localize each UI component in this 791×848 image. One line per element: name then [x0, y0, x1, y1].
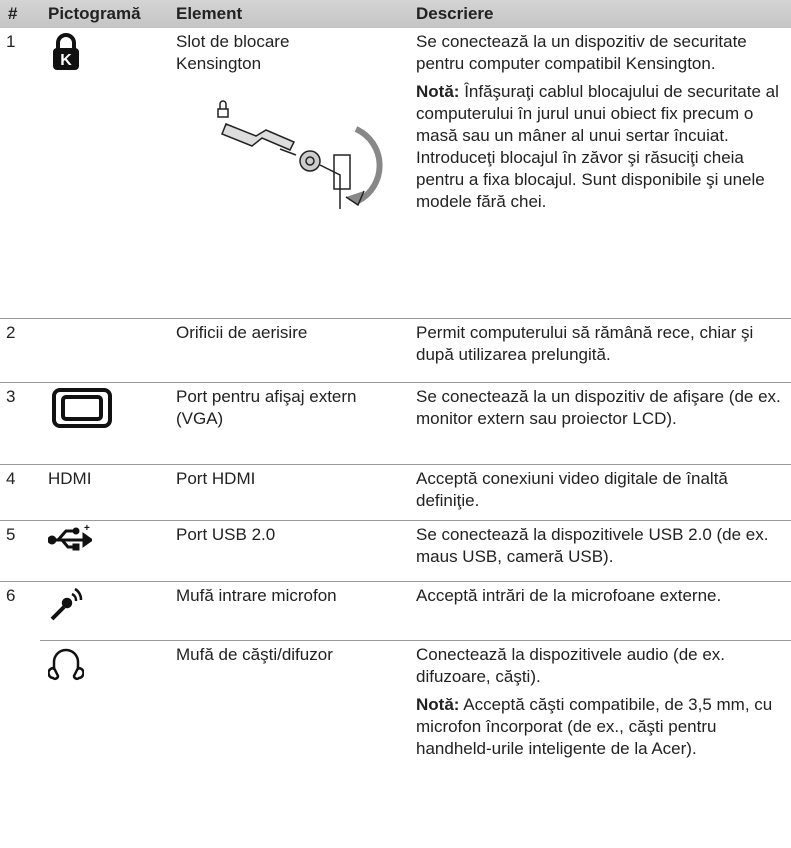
icon-cell: K	[40, 28, 168, 319]
kensington-icon: K	[53, 33, 79, 70]
number: 6	[6, 585, 16, 605]
number: 3	[0, 382, 40, 465]
row: 2 Orificii de aerisire Permit computerul…	[0, 318, 791, 383]
description: Permit computerului să rămână rece, chia…	[416, 322, 754, 364]
icon-cell	[40, 581, 168, 641]
icon-cell	[40, 640, 168, 848]
element: Port HDMI	[176, 468, 256, 488]
number: 2	[0, 318, 40, 383]
header-row: # Pictogramă Element Descriere	[0, 0, 791, 28]
row: 1 K Slot de blocare Kensington Se conect…	[0, 28, 791, 319]
description-cell: Se conectează la dispozitivele USB 2.0 (…	[408, 520, 791, 582]
note-text: Înfăşuraţi cablul blocajului de securita…	[416, 82, 779, 211]
note-label: Notă:	[416, 694, 460, 714]
number: 5	[0, 520, 40, 582]
description-cell: Se conectează la un dispozitiv de securi…	[408, 28, 791, 319]
icon-cell: HDMI	[40, 464, 168, 521]
element-cell: Orificii de aerisire	[168, 318, 408, 383]
row: Mufă de căşti/difuzor Conectează la disp…	[0, 640, 791, 848]
element-cell: Slot de blocare Kensington	[168, 28, 408, 319]
number: 4	[0, 464, 40, 521]
header-cell: Element	[168, 0, 408, 28]
row: 3 Port pentru afişaj extern (VGA) Se con…	[0, 382, 791, 465]
element-cell: Port HDMI	[168, 464, 408, 521]
header-cell: #	[0, 0, 40, 28]
note-text: Acceptă căşti compatibile, de 3,5 mm, cu…	[416, 694, 773, 758]
icon-cell: +	[40, 520, 168, 582]
svg-text:K: K	[60, 52, 72, 69]
description-cell: Acceptă conexiuni video digitale de înal…	[408, 464, 791, 521]
description-cell: Permit computerului să rămână rece, chia…	[408, 318, 791, 383]
icon-cell	[40, 318, 168, 383]
row: 5 + Port USB 2.0 Se conectează la dispoz…	[0, 520, 791, 582]
description-cell: Acceptă intrări de la microfoane externe…	[408, 581, 791, 641]
number: 1	[0, 28, 40, 319]
row: 4 HDMI Port HDMI Acceptă conexiuni video…	[0, 464, 791, 521]
element: Port USB 2.0	[176, 524, 276, 544]
element-cell: Port pentru afişaj extern (VGA)	[168, 382, 408, 465]
note: Notă: Acceptă căşti compatibile, de 3,5 …	[416, 694, 783, 760]
description: Acceptă conexiuni video digitale de înal…	[416, 468, 728, 510]
usb-icon: +	[48, 524, 92, 550]
element: Slot de blocare Kensington	[176, 32, 290, 73]
number	[0, 640, 40, 848]
description-cell: Conectează la dispozitivele audio (de ex…	[408, 640, 791, 848]
description: Se conectează la un dispozitiv de securi…	[416, 32, 747, 73]
headphones-icon	[48, 648, 84, 680]
microphone-icon	[50, 587, 83, 620]
header-cell: Pictogramă	[40, 0, 168, 28]
description: Se conectează la un dispozitiv de afişar…	[416, 386, 781, 428]
icon-cell	[40, 382, 168, 465]
vga-icon	[52, 387, 112, 428]
description: Acceptă intrări de la microfoane externe…	[416, 585, 722, 605]
note-label: Notă:	[416, 82, 460, 101]
row: 6 Mufă intrare microfon Acceptă intrări …	[0, 581, 791, 641]
lock-illustration	[217, 100, 383, 209]
description-cell: Se conectează la un dispozitiv de afişar…	[408, 382, 791, 465]
element: Mufă de căşti/difuzor	[176, 644, 333, 664]
description: Se conectează la dispozitivele USB 2.0 (…	[416, 524, 769, 566]
element: Mufă intrare microfon	[176, 585, 337, 605]
element-cell: Mufă de căşti/difuzor	[168, 640, 408, 848]
svg-text:+: +	[84, 524, 90, 534]
header-cell: Descriere	[408, 0, 791, 28]
element-cell: Port USB 2.0	[168, 520, 408, 582]
element: Orificii de aerisire	[176, 322, 308, 342]
element: Port pentru afişaj extern (VGA)	[176, 386, 357, 428]
description: Conectează la dispozitivele audio (de ex…	[416, 644, 726, 686]
note: Notă: Înfăşuraţi cablul blocajului de se…	[416, 81, 783, 213]
element-cell: Mufă intrare microfon	[168, 581, 408, 641]
